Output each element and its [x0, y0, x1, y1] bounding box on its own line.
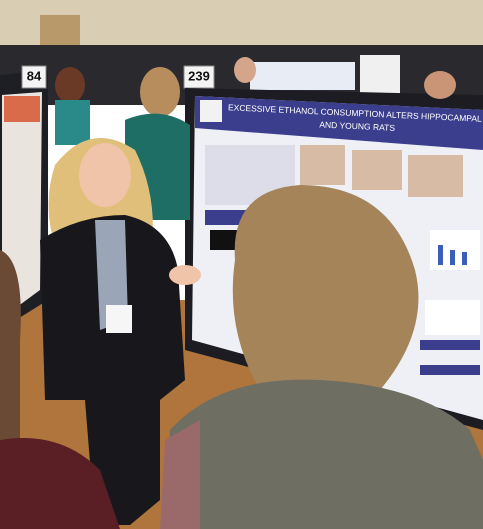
- poster-image: [210, 230, 240, 250]
- person-face: [234, 57, 256, 83]
- back-poster: [360, 55, 400, 95]
- foreground-hair: [232, 185, 419, 390]
- poster-image: [408, 155, 463, 197]
- poster-image: [352, 150, 402, 190]
- foreground-sleeve: [160, 420, 200, 529]
- poster-section-header: [420, 365, 480, 375]
- presenter-shirt: [95, 220, 128, 330]
- name-badge: [106, 305, 132, 333]
- poster-graph-bar: [438, 245, 443, 265]
- person-hair: [55, 67, 85, 103]
- foreground-sweater: [165, 379, 483, 529]
- poster-image: [300, 145, 345, 185]
- poster-header: [195, 96, 483, 150]
- number-sign: [183, 65, 215, 89]
- presenter-face: [79, 143, 131, 207]
- poster-section-header: [420, 340, 480, 350]
- foreground-top: [0, 438, 120, 529]
- poster-graph-bar: [450, 250, 455, 265]
- presenter-hand: [169, 265, 201, 285]
- poster-logo: [200, 100, 222, 122]
- person-top: [55, 100, 90, 145]
- number-sign: [21, 65, 47, 89]
- person-hair: [140, 67, 180, 117]
- left-poster: [2, 92, 42, 318]
- person-face: [424, 71, 456, 99]
- foreground-hair: [0, 250, 21, 450]
- number-sign-text: 239: [188, 68, 210, 83]
- back-poster: [250, 62, 355, 90]
- poster-title: AND YOUNG RATS: [319, 119, 395, 132]
- doorway: [40, 15, 80, 45]
- number-sign-text: 84: [27, 68, 42, 83]
- poster-graph: [425, 300, 480, 335]
- left-poster-header: [4, 96, 40, 122]
- presenter-jacket: [40, 215, 185, 525]
- poster-graph-bar: [462, 252, 467, 265]
